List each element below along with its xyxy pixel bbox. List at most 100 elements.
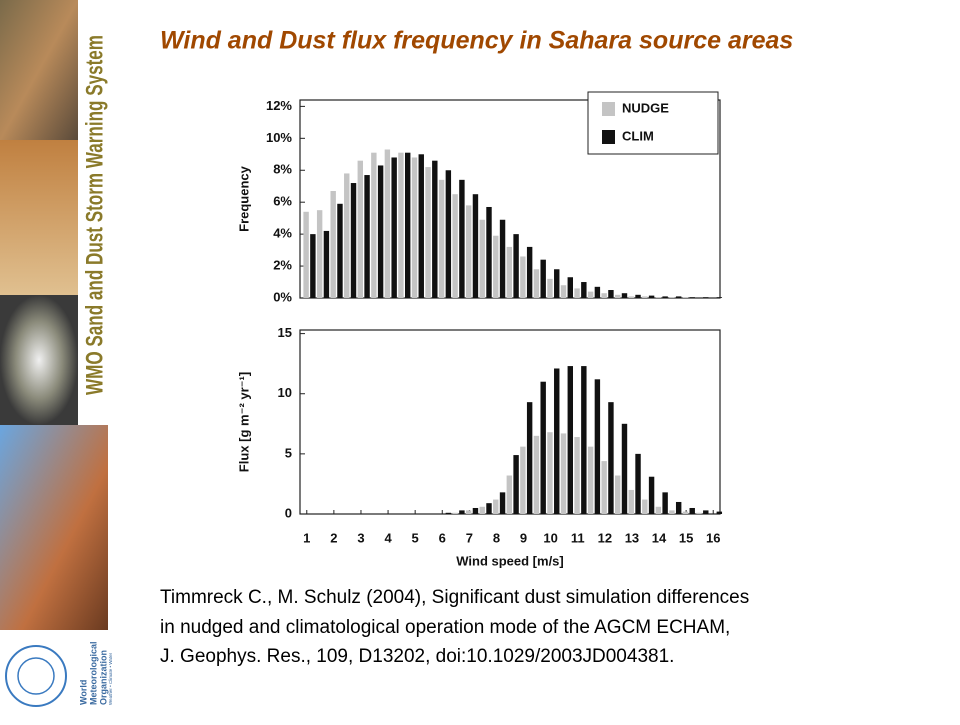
bar — [520, 446, 526, 514]
bar — [628, 296, 634, 298]
bar — [418, 154, 424, 298]
logo-name: Meteorological — [88, 641, 98, 705]
logo-globe — [17, 657, 55, 695]
bar — [432, 160, 438, 298]
bar — [581, 366, 587, 514]
bar — [371, 152, 377, 298]
bar — [642, 499, 648, 514]
bar — [493, 499, 499, 514]
y-tick-label: 0% — [273, 289, 292, 304]
bar — [601, 293, 607, 298]
bar — [533, 269, 540, 298]
chart: 0% 2% 4% 6% 8% 10% 12% Frequency NUDGE CLIM — [236, 91, 723, 304]
bar — [615, 294, 621, 298]
x-tick-label: 10 — [543, 530, 557, 545]
bar — [642, 296, 648, 298]
x-tick-label: 2 — [330, 530, 337, 545]
bar — [703, 510, 709, 514]
x-tick-label: 1 — [303, 530, 310, 545]
bar — [594, 379, 601, 514]
bar — [452, 512, 458, 514]
bar — [377, 165, 384, 298]
y-tick-label: 10 — [278, 385, 292, 400]
x-tick-label: 13 — [625, 530, 639, 545]
bar — [452, 194, 458, 298]
bar — [506, 475, 513, 514]
bar — [337, 203, 343, 298]
bar — [405, 152, 411, 298]
bar — [655, 506, 662, 514]
bar — [540, 259, 546, 298]
photo — [0, 140, 78, 295]
bar — [696, 512, 702, 514]
bar — [574, 437, 580, 514]
bar — [493, 235, 499, 298]
y-tick-label: 12% — [266, 98, 292, 113]
bar — [662, 296, 668, 298]
y-tick-label: 5 — [285, 445, 292, 460]
bar — [445, 512, 452, 514]
y-tick-label: 8% — [273, 162, 292, 177]
bar — [330, 191, 336, 298]
bar — [615, 475, 621, 514]
bar — [554, 368, 560, 514]
bar — [303, 211, 309, 298]
x-tick-label: 16 — [706, 530, 720, 545]
bar — [344, 173, 350, 298]
bar — [513, 455, 519, 514]
y-axis-label: Flux [g m⁻² yr⁻¹] — [236, 372, 251, 472]
bar — [635, 453, 641, 514]
logo-emblem — [5, 645, 67, 707]
x-tick-label: 5 — [412, 530, 419, 545]
bar — [608, 290, 614, 298]
x-tick-label: 15 — [679, 530, 693, 545]
x-tick-label: 6 — [439, 530, 446, 545]
bar — [648, 476, 655, 514]
x-tick-label: 14 — [652, 530, 667, 545]
bar — [533, 435, 540, 514]
bar — [635, 294, 641, 298]
bar — [459, 179, 465, 298]
bar — [675, 501, 682, 514]
side-banner: WMO Sand and Dust Storm Warning System W… — [0, 0, 113, 707]
y-tick-label: 15 — [278, 325, 292, 340]
bar — [411, 157, 418, 298]
bar — [384, 149, 391, 298]
bar — [560, 433, 567, 514]
bar — [472, 507, 479, 514]
bar — [350, 183, 357, 298]
bar — [581, 282, 587, 298]
bar — [472, 194, 479, 298]
bar — [574, 288, 580, 298]
bar — [499, 219, 506, 298]
bar — [445, 170, 452, 298]
photo — [0, 295, 78, 425]
bar — [662, 492, 668, 514]
y-tick-label: 10% — [266, 130, 292, 145]
bar — [459, 510, 465, 514]
bar — [608, 402, 614, 514]
bar — [357, 160, 363, 298]
x-tick-label: 9 — [520, 530, 527, 545]
bar — [567, 277, 573, 298]
bar — [486, 206, 492, 298]
bar — [682, 297, 689, 298]
legend-label: CLIM — [622, 128, 654, 143]
bar — [513, 234, 519, 298]
bar — [669, 297, 675, 298]
bar — [526, 402, 533, 514]
bar — [655, 297, 662, 298]
bar — [438, 179, 445, 298]
bar — [669, 510, 675, 514]
bar — [587, 446, 594, 514]
bar — [689, 297, 695, 298]
bar — [391, 157, 397, 298]
bar — [506, 246, 513, 298]
logo-name: World — [78, 680, 88, 705]
x-tick-label: 12 — [598, 530, 612, 545]
bar — [465, 510, 472, 514]
citation-line: in nudged and climatological operation m… — [160, 617, 730, 638]
x-tick-label: 11 — [571, 530, 585, 545]
bar — [479, 219, 485, 298]
